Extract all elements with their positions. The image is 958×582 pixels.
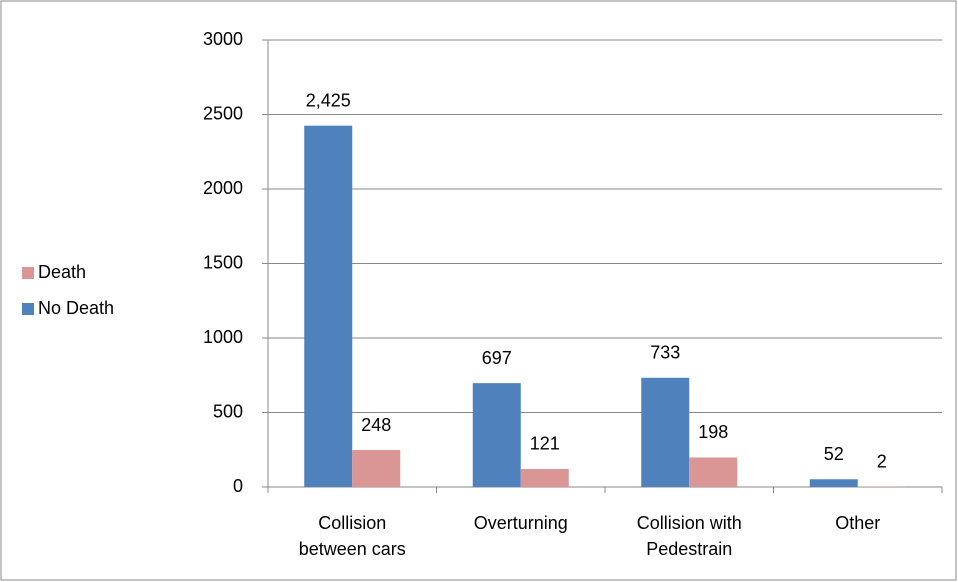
bar: [809, 479, 858, 487]
legend-swatch: [22, 303, 34, 315]
legend-label: No Death: [38, 298, 114, 318]
x-tick-label: Collision between cars: [298, 513, 406, 559]
data-label: 697: [482, 348, 512, 368]
data-label: 248: [361, 415, 391, 435]
y-tick-label: 1000: [203, 327, 243, 347]
bar: [304, 125, 353, 488]
data-label: 2: [877, 451, 887, 471]
bar: [352, 450, 401, 487]
bar: [520, 468, 569, 487]
bar: [472, 383, 521, 487]
legend-swatch: [22, 267, 34, 279]
legend-label: Death: [38, 262, 86, 282]
y-tick-label: 2500: [203, 103, 243, 123]
y-tick-label: 500: [213, 401, 243, 421]
data-label: 121: [530, 434, 560, 454]
data-label: 733: [650, 343, 680, 363]
y-tick-label: 2000: [203, 178, 243, 198]
y-tick-label: 0: [233, 476, 243, 496]
bar: [641, 377, 690, 487]
bar: [689, 457, 738, 487]
x-tick-label: Other: [835, 513, 881, 533]
y-tick-label: 1500: [203, 252, 243, 272]
x-tick-label: Overturning: [473, 513, 568, 533]
x-tick-label: Collision with Pedestrain: [636, 513, 742, 559]
data-label: 52: [824, 444, 844, 464]
data-label: 198: [698, 422, 728, 442]
data-label: 2,425: [306, 90, 351, 110]
y-tick-label: 3000: [203, 29, 243, 49]
